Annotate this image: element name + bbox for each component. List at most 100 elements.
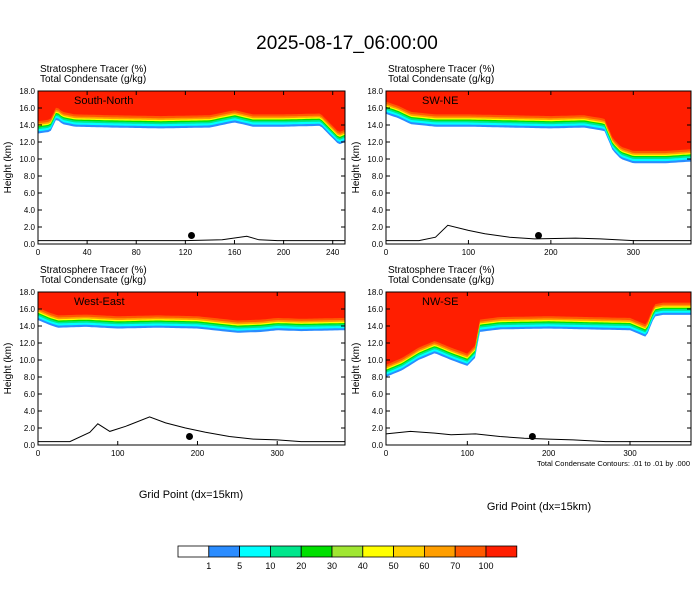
panel-1-var2: Total Condensate (g/kg) [40, 74, 146, 85]
colorbar-label: 60 [419, 561, 429, 571]
y-tick-label: 12.0 [367, 138, 383, 147]
y-tick-label: 18.0 [19, 87, 35, 96]
x-tick-label: 300 [627, 248, 641, 257]
colorbar-swatch [208, 545, 241, 558]
y-tick-label: 0.0 [24, 240, 36, 249]
contour-footnote: Total Condensate Contours: .01 to .01 by… [537, 459, 690, 468]
x-tick-label: 200 [277, 248, 291, 257]
y-tick-label: 6.0 [372, 189, 384, 198]
x-tick-label: 0 [384, 449, 389, 458]
location-marker [528, 433, 536, 440]
colorbar-swatch [269, 545, 302, 558]
x-tick-label: 120 [179, 248, 193, 257]
colorbar-label: 30 [327, 561, 337, 571]
colorbar-label: 100 [478, 561, 493, 571]
panel-3-var2: Total Condensate (g/kg) [40, 275, 146, 286]
location-marker [535, 232, 542, 239]
panel-4-var2: Total Condensate (g/kg) [388, 275, 494, 286]
colorbar-swatch [393, 545, 425, 558]
colorbar-label: 70 [450, 561, 460, 571]
y-tick-label: 6.0 [24, 390, 36, 399]
panel-title: NW-SE [422, 296, 458, 308]
panel-4-var1: Stratosphere Tracer (%) [388, 265, 495, 276]
panel-title: SW-NE [422, 95, 458, 107]
x-tick-label: 0 [384, 248, 389, 257]
colorbar-label: 10 [265, 561, 275, 571]
y-tick-label: 10.0 [367, 155, 383, 164]
y-tick-label: 16.0 [367, 104, 383, 113]
x-tick-label: 100 [111, 449, 125, 458]
y-tick-label: 14.0 [19, 121, 35, 130]
x-tick-label: 100 [461, 449, 475, 458]
y-tick-label: 0.0 [372, 441, 384, 450]
y-tick-label: 4.0 [372, 407, 384, 416]
y-axis-label: Height (km) [3, 343, 14, 395]
y-tick-label: 12.0 [367, 339, 383, 348]
panel-2-var1: Stratosphere Tracer (%) [388, 64, 495, 75]
tracer-band-7 [38, 292, 345, 321]
y-tick-label: 2.0 [372, 223, 384, 232]
y-tick-label: 4.0 [24, 407, 36, 416]
y-tick-label: 16.0 [19, 305, 35, 314]
x-tick-label: 300 [623, 449, 637, 458]
x-tick-label: 40 [83, 248, 92, 257]
colorbar-label: 40 [358, 561, 368, 571]
y-tick-label: 4.0 [24, 206, 36, 215]
colorbar-label: 1 [206, 561, 211, 571]
colorbar-swatch [331, 545, 364, 558]
x-axis-label-left: Grid Point (dx=15km) [139, 489, 243, 501]
y-tick-label: 18.0 [19, 288, 35, 297]
x-tick-label: 100 [462, 248, 476, 257]
y-tick-label: 2.0 [372, 424, 384, 433]
x-tick-label: 0 [36, 248, 41, 257]
y-axis-label: Height (km) [351, 343, 362, 395]
colorbar-swatch [300, 545, 333, 558]
colorbar-label: 5 [237, 561, 242, 571]
y-tick-label: 2.0 [24, 223, 36, 232]
plot-frame [385, 291, 692, 446]
x-tick-label: 200 [544, 248, 558, 257]
y-tick-label: 14.0 [19, 322, 35, 331]
panel-2-var2: Total Condensate (g/kg) [388, 74, 494, 85]
y-axis-label: Height (km) [351, 142, 362, 194]
colorbar-label: 50 [389, 561, 399, 571]
tracer-band-7 [386, 292, 691, 365]
y-tick-label: 2.0 [24, 424, 36, 433]
colorbar-swatch [485, 545, 518, 558]
y-tick-label: 8.0 [24, 373, 36, 382]
y-tick-label: 10.0 [19, 155, 35, 164]
y-tick-label: 0.0 [372, 240, 384, 249]
plot-frame [37, 291, 346, 446]
colorbar-swatch [423, 545, 456, 558]
y-tick-label: 0.0 [24, 441, 36, 450]
colorbar-swatch [454, 545, 487, 558]
panel-west-east: 0.0 2.0 4.0 6.0 8.0 10.0 12.0 14.0 16.0 18.0 0 100 2… [3, 288, 346, 458]
plot-frame [37, 90, 346, 245]
panel-south-north: 0.0 2.0 4.0 6.0 8.0 10.0 12.0 14.0 16.0 18.0 0 40 80… [3, 87, 346, 257]
x-tick-label: 80 [132, 248, 141, 257]
x-tick-label: 160 [228, 248, 242, 257]
x-axis-label-right: Grid Point (dx=15km) [487, 501, 591, 513]
y-tick-label: 6.0 [372, 390, 384, 399]
x-tick-label: 300 [271, 449, 285, 458]
x-tick-label: 200 [542, 449, 556, 458]
y-tick-label: 18.0 [367, 87, 383, 96]
y-tick-label: 12.0 [19, 138, 35, 147]
panel-3-var1: Stratosphere Tracer (%) [40, 265, 147, 276]
y-tick-label: 10.0 [19, 356, 35, 365]
y-tick-label: 8.0 [372, 172, 384, 181]
location-marker [188, 232, 195, 239]
y-tick-label: 18.0 [367, 288, 383, 297]
location-marker [186, 433, 194, 440]
terrain-line [38, 416, 345, 443]
panel-title: South-North [74, 95, 133, 107]
y-tick-label: 14.0 [367, 121, 383, 130]
tracer-band-7 [38, 91, 345, 132]
y-tick-label: 4.0 [372, 206, 384, 215]
y-tick-label: 6.0 [24, 189, 36, 198]
panel-1-var1: Stratosphere Tracer (%) [40, 64, 147, 75]
terrain-line [386, 430, 691, 443]
y-tick-label: 16.0 [367, 305, 383, 314]
panel-title: West-East [74, 296, 125, 308]
